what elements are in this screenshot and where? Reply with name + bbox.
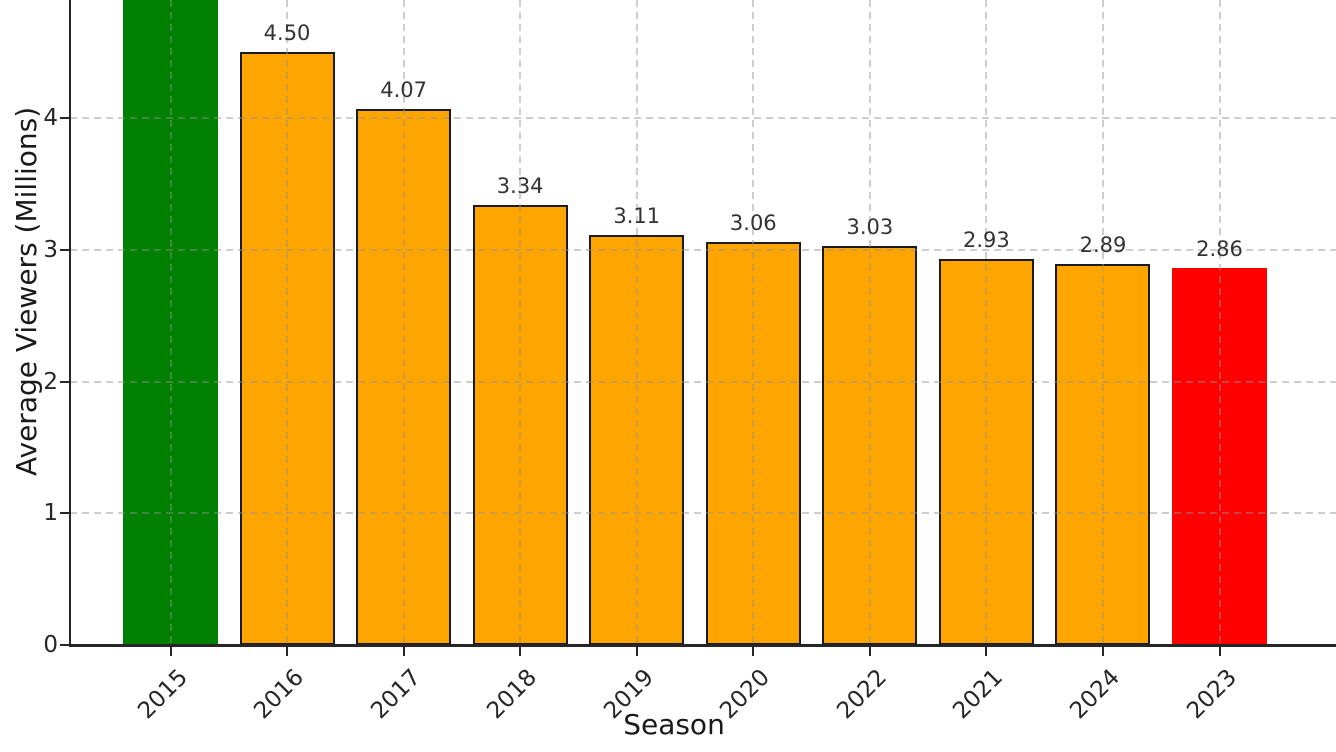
horizontal-gridline bbox=[70, 248, 1336, 251]
bar-value-label: 2.93 bbox=[963, 228, 1010, 252]
x-tick-mark bbox=[752, 647, 755, 656]
y-tick-label: 2 bbox=[43, 368, 58, 395]
y-tick-label: 4 bbox=[43, 105, 58, 131]
bar-2022 bbox=[822, 246, 918, 645]
bar-2024 bbox=[1055, 264, 1151, 645]
x-tick-mark bbox=[519, 647, 522, 656]
bar-value-label: 4.07 bbox=[380, 78, 427, 102]
x-tick-mark bbox=[868, 647, 871, 656]
y-tick-mark bbox=[60, 644, 69, 646]
vertical-gridline bbox=[1218, 0, 1221, 645]
horizontal-gridline bbox=[70, 512, 1336, 515]
horizontal-gridline bbox=[70, 117, 1336, 119]
x-tick-mark bbox=[169, 647, 172, 656]
vertical-gridline bbox=[519, 0, 522, 645]
y-tick-mark bbox=[60, 248, 69, 251]
bar-value-label: 3.11 bbox=[613, 204, 661, 228]
bar-2017 bbox=[356, 109, 452, 645]
y-tick-mark bbox=[60, 380, 69, 383]
vertical-gridline bbox=[752, 0, 755, 645]
y-axis-title: Average Viewers (Millions) bbox=[10, 106, 43, 476]
vertical-gridline bbox=[635, 0, 638, 645]
vertical-gridline bbox=[286, 0, 289, 645]
bar-2021 bbox=[938, 259, 1034, 645]
vertical-gridline bbox=[402, 0, 405, 645]
x-tick-mark bbox=[1218, 647, 1221, 656]
y-tick-mark bbox=[60, 512, 69, 515]
bar-2023 bbox=[1172, 268, 1268, 645]
x-tick-mark bbox=[635, 647, 638, 656]
bar-2018 bbox=[472, 205, 568, 645]
x-tick-mark bbox=[1101, 647, 1104, 656]
bar-2016 bbox=[239, 52, 335, 645]
bar-value-label: 2.86 bbox=[1196, 237, 1243, 261]
x-tick-mark bbox=[286, 647, 289, 656]
x-axis-line bbox=[69, 644, 1336, 647]
bar-2015 bbox=[123, 0, 218, 645]
bar-value-label: 3.06 bbox=[729, 211, 777, 235]
bar-value-label: 3.03 bbox=[846, 215, 894, 239]
y-tick-label: 0 bbox=[43, 632, 58, 658]
bar-value-label: 3.34 bbox=[496, 174, 544, 198]
vertical-gridline bbox=[985, 0, 988, 645]
bar-value-label: 2.89 bbox=[1079, 233, 1127, 257]
y-tick-label: 1 bbox=[43, 500, 58, 527]
y-tick-label: 3 bbox=[43, 236, 58, 263]
y-tick-mark bbox=[60, 117, 69, 119]
horizontal-gridline bbox=[70, 380, 1336, 383]
vertical-gridline bbox=[1101, 0, 1104, 645]
vertical-gridline bbox=[169, 0, 172, 645]
bar-value-label: 4.50 bbox=[263, 21, 311, 45]
x-axis-title: Season bbox=[623, 708, 725, 741]
vertical-gridline bbox=[868, 0, 871, 645]
y-axis-line bbox=[69, 0, 71, 646]
x-tick-mark bbox=[402, 647, 405, 656]
x-tick-mark bbox=[985, 647, 988, 656]
